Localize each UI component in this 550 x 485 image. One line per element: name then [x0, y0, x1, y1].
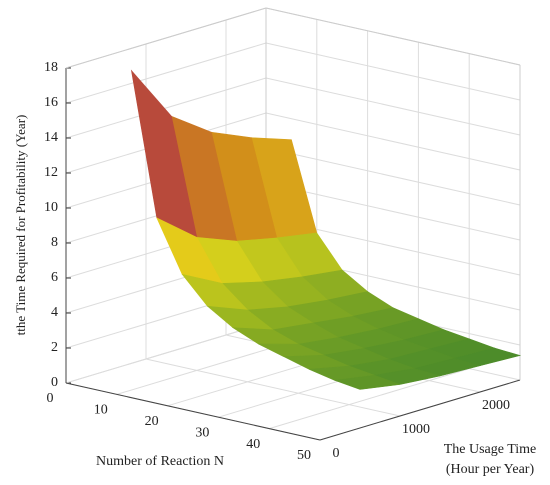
grid-line — [65, 42, 267, 104]
z-tick-label: 18 — [44, 60, 58, 75]
y-axis-label: (Hour per Year) — [446, 462, 535, 477]
x-tick-label: 40 — [246, 437, 260, 452]
grid-line — [65, 77, 267, 139]
z-axis-label: tthe Time Required for Profitability (Ye… — [13, 115, 28, 336]
grid-line — [265, 147, 521, 206]
grid-line — [265, 77, 521, 136]
z-tick-label: 6 — [51, 270, 58, 285]
grid-line — [265, 42, 521, 101]
grid-line — [145, 358, 401, 417]
y-tick-label: 1000 — [402, 422, 430, 437]
z-tick-label: 16 — [44, 95, 58, 110]
y-tick-label: 0 — [333, 446, 340, 461]
z-tick-label: 4 — [51, 305, 58, 320]
x-tick-label: 50 — [297, 448, 311, 463]
box-edge — [265, 7, 521, 66]
x-tick-label: 30 — [195, 425, 209, 440]
x-tick-label: 0 — [47, 391, 54, 406]
y-axis-label: The Usage Time — [444, 442, 537, 457]
axis-line — [65, 382, 321, 441]
box-edge — [65, 7, 267, 69]
z-tick-label: 2 — [51, 340, 58, 355]
grid-line — [65, 322, 267, 384]
x-tick-label: 10 — [94, 403, 108, 418]
x-tick-label: 20 — [145, 414, 159, 429]
grid-line — [265, 112, 521, 171]
z-tick-label: 10 — [44, 200, 58, 215]
grid-line — [265, 182, 521, 241]
y-tick-label: 2000 — [482, 398, 510, 413]
axis-line — [319, 379, 521, 441]
x-axis-label: Number of Reaction N — [96, 454, 224, 469]
surface-patch — [334, 374, 401, 390]
z-tick-label: 12 — [44, 165, 58, 180]
z-tick-label: 14 — [44, 130, 58, 145]
z-tick-label: 8 — [51, 235, 58, 250]
z-tick-label: 0 — [51, 375, 58, 390]
grid-line — [269, 368, 470, 430]
